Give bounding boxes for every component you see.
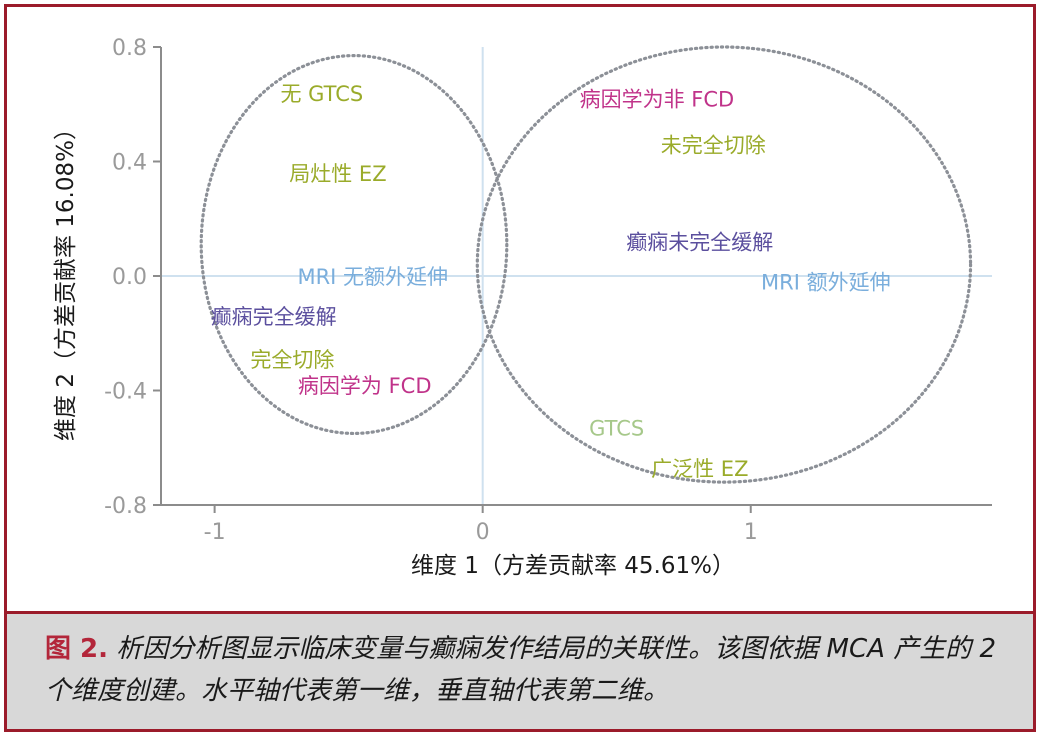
caption-label: 图 2. [45,634,109,664]
tick-labels: 0.8 0.4 0.0 -0.4 -0.8 -1 0 1 [104,36,758,545]
x-tick-label: -1 [204,520,226,545]
point-label: 无 GTCS [280,82,363,106]
point-label: 广泛性 EZ [651,457,748,481]
cluster-circle-left [199,53,509,436]
plot-area: 0.8 0.4 0.0 -0.4 -0.8 -1 0 1 无 GTCS 局灶性 EZ MRI 无额… [7,7,1033,611]
caption-text: 析因分析图显示临床变量与癫痫发作结局的关联性。该图依据 MCA 产生的 2 个维… [45,634,997,706]
cluster-circles [199,45,973,484]
zero-lines [161,47,992,505]
point-label: MRI 额外延伸 [761,271,891,295]
cluster-circle-right [475,45,973,484]
point-label: GTCS [589,417,644,441]
x-tick-label: 0 [476,520,490,545]
mca-scatter-chart: 0.8 0.4 0.0 -0.4 -0.8 -1 0 1 无 GTCS 局灶性 EZ MRI 无额… [53,36,992,579]
point-label: 病因学为非 FCD [580,88,735,112]
point-label: MRI 无额外延伸 [297,265,448,289]
point-label: 局灶性 EZ [289,162,386,186]
point-label: 病因学为 FCD [298,374,432,398]
y-tick-label: 0.8 [112,36,147,61]
x-tick-label: 1 [744,520,758,545]
x-axis-label: 维度 1（方差贡献率 45.61%） [411,553,735,579]
y-axis-label: 维度 2（方差贡献率 16.08%） [53,117,79,441]
axes [153,46,992,513]
point-label: 癫痫未完全缓解 [626,231,773,255]
figure-frame: 0.8 0.4 0.0 -0.4 -0.8 -1 0 1 无 GTCS 局灶性 EZ MRI 无额… [4,4,1036,732]
point-label: 完全切除 [250,348,334,372]
figure-caption: 图 2. 析因分析图显示临床变量与癫痫发作结局的关联性。该图依据 MCA 产生的… [7,611,1033,729]
point-label: 癫痫完全缓解 [211,305,337,329]
y-tick-label: -0.8 [104,494,147,519]
y-tick-label: 0.4 [112,151,147,176]
y-tick-label: -0.4 [104,380,147,405]
y-tick-label: 0.0 [112,265,147,290]
point-label: 未完全切除 [661,133,766,157]
